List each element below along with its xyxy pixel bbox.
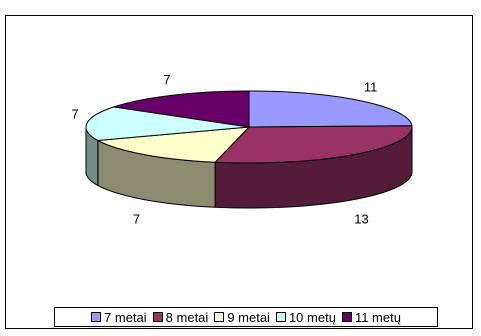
data-label-9-metai: 7	[133, 212, 140, 227]
legend-label-9-metai: 9 metai	[227, 309, 270, 325]
legend-entry-11-metu: 11 metų	[341, 309, 401, 325]
legend-entry-8-metai: 8 metai	[152, 309, 209, 325]
legend-swatch-7-metai	[91, 312, 102, 322]
legend-swatch-10-metu	[275, 312, 286, 322]
pie-tops	[85, 90, 413, 164]
legend-label-11-metu: 11 metų	[354, 309, 401, 325]
legend-label-8-metai: 8 metai	[165, 309, 209, 325]
data-label-11-metu: 7	[163, 72, 170, 87]
pie-data-labels: 11 13 7 7 7	[71, 72, 377, 227]
data-label-10-metu: 7	[71, 106, 78, 121]
pie-slice-11-metu	[113, 90, 250, 128]
legend-entry-10-metu: 10 metų	[275, 309, 336, 325]
legend-swatch-9-metai	[214, 312, 225, 322]
pie-slice-9-metai	[96, 126, 251, 163]
pie-slice-10-metu	[85, 106, 250, 141]
data-label-7-metai: 11	[364, 79, 378, 94]
legend-label-10-metu: 10 metų	[288, 309, 336, 325]
legend: 7 metai 8 metai 9 metai 10 metų 11 metų	[54, 307, 438, 327]
data-label-8-metai: 13	[354, 212, 368, 227]
legend-swatch-11-metu	[341, 312, 352, 322]
legend-swatch-8-metai	[152, 312, 163, 322]
legend-label-7-metai: 7 metai	[104, 309, 147, 325]
legend-entry-7-metai: 7 metai	[91, 310, 147, 325]
pie-slice-8-metai	[213, 125, 413, 164]
legend-entry-9-metai: 9 metai	[214, 310, 270, 325]
pie-slice-7-metai	[248, 90, 413, 128]
